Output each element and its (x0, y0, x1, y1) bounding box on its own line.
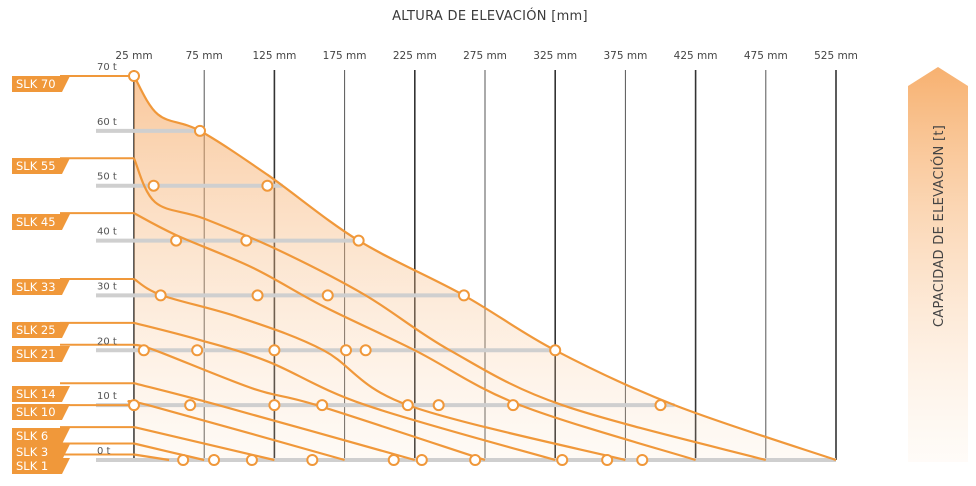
series-label: SLK 33 (16, 280, 56, 294)
x-tick-label: 275 mm (463, 50, 507, 62)
y-tick-label: 40 t (97, 227, 117, 238)
capacity-fill (134, 76, 836, 460)
series-label-tab (12, 428, 70, 444)
axis-ticks: 70 t 60 t 50 t 40 t 30 t 20 t 10 t 0 t 25 mm 75 m… (97, 50, 858, 457)
grid-layer (133, 70, 837, 460)
y-axis-title: CAPACIDAD DE ELEVACIÓN [t] (931, 125, 947, 327)
data-point (654, 399, 667, 412)
series-label: SLK 45 (16, 215, 56, 229)
x-tick-label: 475 mm (744, 50, 788, 62)
x-tick-label: 225 mm (393, 50, 437, 62)
series-label: SLK 55 (16, 159, 56, 173)
series-label: SLK 6 (16, 429, 48, 443)
series-label: SLK 10 (16, 405, 56, 419)
series-label-tab (12, 386, 70, 402)
y-tick-label: 20 t (97, 336, 117, 347)
data-point (401, 399, 414, 412)
y-tick-label: 10 t (97, 391, 117, 402)
x-tick-label: 125 mm (252, 50, 296, 62)
x-tick-label: 375 mm (603, 50, 647, 62)
series-curve (133, 343, 486, 462)
y-tick-label: 30 t (97, 281, 117, 292)
data-point (507, 399, 520, 412)
data-point (184, 399, 197, 412)
data-point (387, 454, 400, 466)
y-tick-label: 50 t (97, 172, 117, 183)
data-point (601, 454, 614, 466)
data-point (251, 289, 264, 302)
y-tick-label: 0 t (97, 446, 111, 457)
series-markers (128, 70, 667, 466)
series-label-tab (12, 322, 70, 338)
data-point (556, 454, 569, 466)
series-label: SLK 21 (16, 347, 56, 361)
data-point (261, 179, 274, 192)
data-point (128, 70, 140, 82)
data-point (154, 289, 167, 302)
capacity-area (134, 76, 836, 460)
data-point (191, 344, 204, 357)
series-label-tab (12, 458, 70, 474)
data-point (359, 344, 372, 357)
series-label-tab (12, 214, 70, 230)
series-curve (132, 157, 767, 462)
x-tick-label: 75 mm (186, 50, 223, 62)
series-label-tab (12, 404, 70, 420)
data-point (177, 454, 190, 466)
data-point (340, 344, 353, 357)
series-curve (133, 382, 416, 462)
data-point (636, 454, 649, 466)
series-label-tab (12, 279, 70, 295)
series-labels: SLK 70 SLK 55 SLK 45 SLK 33 SLK 25 SLK 21 SLK … (12, 76, 70, 474)
data-point (549, 344, 562, 357)
x-tick-label: 25 mm (115, 50, 152, 62)
data-point (415, 454, 428, 466)
series-label-tab (12, 158, 70, 174)
data-point (268, 399, 281, 412)
series-curve (133, 212, 696, 462)
chart-title: ALTURA DE ELEVACIÓN [mm] (392, 8, 588, 24)
data-point (321, 289, 334, 302)
series-label-tab (12, 346, 70, 362)
series-curve (133, 442, 205, 462)
data-point (240, 234, 253, 247)
series-label: SLK 1 (16, 459, 48, 473)
series-label: SLK 14 (16, 387, 56, 401)
data-point (316, 399, 329, 412)
capacity-arrow: CAPACIDAD DE ELEVACIÓN [t] (908, 67, 968, 462)
series-curve (133, 321, 556, 462)
x-tick-label: 525 mm (814, 50, 858, 62)
data-point (128, 399, 140, 412)
data-point (469, 454, 482, 466)
y-tick-label: 70 t (97, 62, 117, 73)
data-point (268, 344, 281, 357)
data-point (306, 454, 319, 466)
data-point (432, 399, 445, 412)
series-curve (133, 75, 837, 462)
series-label: SLK 3 (16, 445, 48, 459)
x-tick-label: 175 mm (323, 50, 367, 62)
y-tick-label: 60 t (97, 117, 117, 128)
data-point (193, 124, 206, 137)
arrow-shape (908, 67, 968, 462)
series-curve (133, 453, 170, 462)
series-label: SLK 25 (16, 323, 56, 337)
x-tick-label: 325 mm (533, 50, 577, 62)
data-point (457, 289, 470, 302)
data-point (137, 344, 150, 357)
data-point (170, 234, 183, 247)
series-curve (133, 426, 275, 462)
series-label: SLK 70 (16, 77, 56, 91)
data-point (208, 454, 221, 466)
data-point (245, 454, 258, 466)
data-point (352, 234, 365, 247)
data-point (147, 179, 160, 192)
series-label-tab (12, 76, 70, 92)
series-label-tab (12, 444, 70, 460)
x-tick-label: 425 mm (674, 50, 718, 62)
